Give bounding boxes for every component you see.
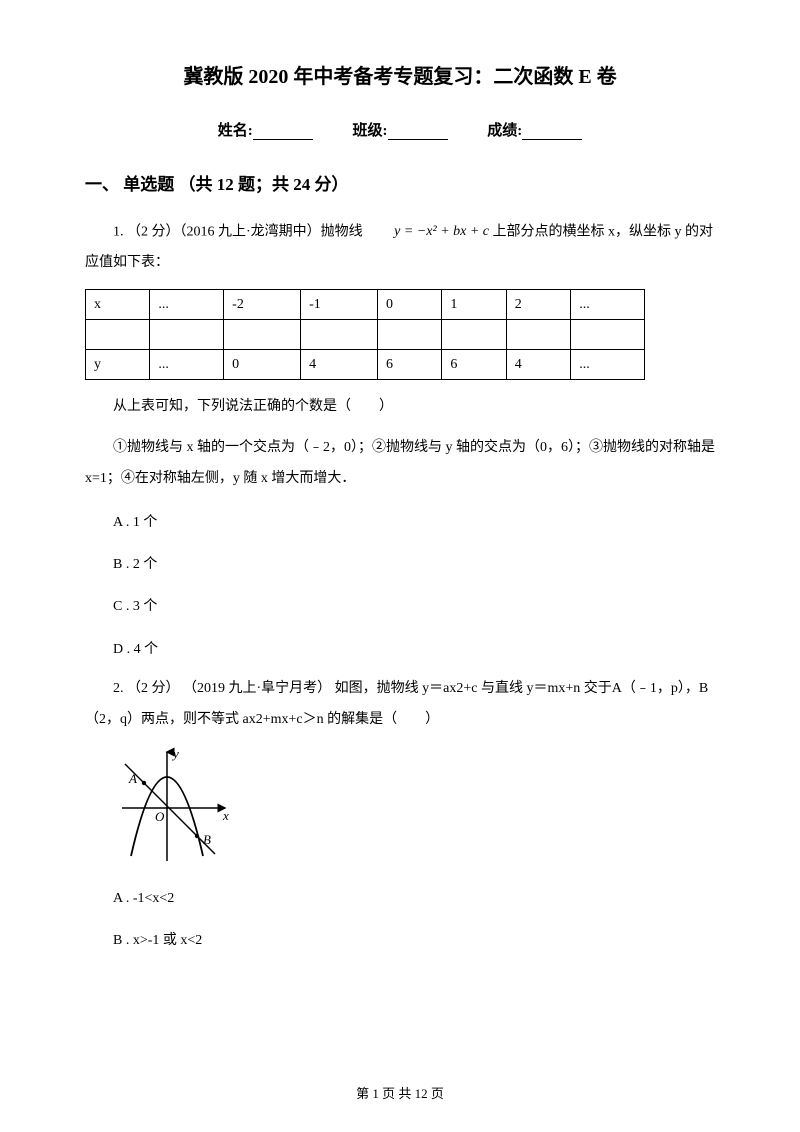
table-cell <box>378 320 442 350</box>
table-row: y ... 0 4 6 6 4 ... <box>86 350 645 380</box>
table-cell <box>301 320 378 350</box>
table-cell <box>571 320 645 350</box>
q2-graph: A B O x y <box>117 746 715 871</box>
table-row: x ... -2 -1 0 1 2 ... <box>86 290 645 320</box>
q2-options: A . -1<x<2 B . x>-1 或 x<2 <box>113 881 715 960</box>
q1-prefix: 1. （2 分）（2016 九上·龙湾期中）抛物线 <box>113 225 366 240</box>
q1-statements: ①抛物线与 x 轴的一个交点为（﹣2，0）；②抛物线与 y 轴的交点为（0，6）… <box>85 433 715 495</box>
table-cell: ... <box>571 290 645 320</box>
table-cell <box>506 320 570 350</box>
table-cell: ... <box>150 350 224 380</box>
table-cell: 6 <box>378 350 442 380</box>
name-underline <box>253 126 313 140</box>
class-field: 班级: <box>353 119 448 140</box>
option-b: B . x>-1 或 x<2 <box>113 923 715 959</box>
q1-options: A . 1 个 B . 2 个 C . 3 个 D . 4 个 <box>113 505 715 669</box>
table-cell: 0 <box>224 350 301 380</box>
table-cell: y <box>86 350 150 380</box>
svg-text:B: B <box>203 832 211 847</box>
table-cell: 4 <box>506 350 570 380</box>
table-cell: 4 <box>301 350 378 380</box>
q1-table: x ... -2 -1 0 1 2 ... y ... 0 4 6 6 4 ..… <box>85 289 645 380</box>
score-label: 成绩: <box>487 123 522 139</box>
svg-text:A: A <box>128 771 137 786</box>
table-cell <box>224 320 301 350</box>
header-fields: 姓名: 班级: 成绩: <box>85 119 715 140</box>
section-heading: 一、 单选题 （共 12 题；共 24 分） <box>85 170 715 195</box>
table-cell: ... <box>150 290 224 320</box>
class-underline <box>388 126 448 140</box>
page-title: 冀教版 2020 年中考备考专题复习：二次函数 E 卷 <box>85 60 715 89</box>
table-cell <box>150 320 224 350</box>
table-cell: -1 <box>301 290 378 320</box>
table-cell: 2 <box>506 290 570 320</box>
table-cell <box>86 320 150 350</box>
name-label: 姓名: <box>218 123 253 139</box>
q2-text: 2. （2 分） （2019 九上·阜宁月考） 如图，抛物线 y＝ax2+c 与… <box>85 674 715 736</box>
option-a: A . -1<x<2 <box>113 881 715 917</box>
table-cell <box>442 320 506 350</box>
score-field: 成绩: <box>487 119 582 140</box>
page-footer: 第 1 页 共 12 页 <box>0 1083 800 1102</box>
table-cell: -2 <box>224 290 301 320</box>
score-underline <box>522 126 582 140</box>
option-d: D . 4 个 <box>113 632 715 668</box>
option-c: C . 3 个 <box>113 589 715 625</box>
q1-after-table: 从上表可知，下列说法正确的个数是（ ） <box>85 392 715 423</box>
table-cell: ... <box>571 350 645 380</box>
class-label: 班级: <box>353 123 388 139</box>
svg-text:x: x <box>222 808 229 823</box>
name-field: 姓名: <box>218 119 313 140</box>
svg-text:O: O <box>155 809 165 824</box>
table-cell: 1 <box>442 290 506 320</box>
table-cell: x <box>86 290 150 320</box>
q1-text: 1. （2 分）（2016 九上·龙湾期中）抛物线 y = −x² + bx +… <box>85 217 715 279</box>
q1-formula: y = −x² + bx + c <box>366 217 489 248</box>
option-a: A . 1 个 <box>113 505 715 541</box>
table-cell: 0 <box>378 290 442 320</box>
table-cell: 6 <box>442 350 506 380</box>
svg-text:y: y <box>171 746 179 761</box>
table-row <box>86 320 645 350</box>
option-b: B . 2 个 <box>113 547 715 583</box>
